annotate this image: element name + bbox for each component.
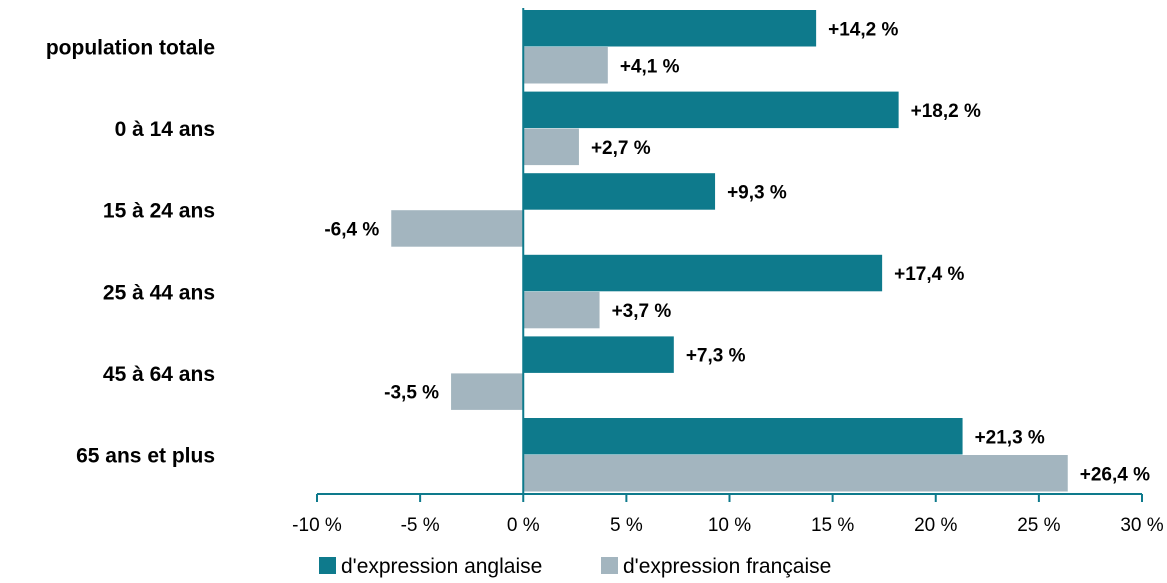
bar-francaise [451, 373, 524, 410]
x-tick-label: 15 % [811, 515, 854, 536]
data-label: +3,7 % [612, 301, 672, 322]
x-tick-label: 25 % [1017, 515, 1060, 536]
x-tick-label: -10 % [292, 515, 342, 536]
data-label: -6,4 % [324, 219, 379, 240]
legend-swatch [601, 557, 618, 574]
legend-label: d'expression anglaise [341, 555, 542, 578]
x-tick-label: 10 % [708, 515, 751, 536]
bar-francaise [391, 210, 524, 247]
category-label: 25 à 44 ans [103, 281, 215, 304]
data-label: +2,7 % [591, 138, 651, 159]
data-label: +17,4 % [894, 264, 964, 285]
data-label: +14,2 % [828, 19, 898, 40]
value-labels-layer: +14,2 % +4,1 % +18,2 % +2,7 % +9,3 % -6,4 % +1… [324, 19, 1150, 485]
data-label: +21,3 % [975, 427, 1045, 448]
category-label: 15 à 24 ans [103, 200, 215, 223]
bar-francaise [523, 47, 608, 84]
bar-francaise [523, 291, 600, 329]
x-axis: -10 % -5 % 0 % 5 % 10 % 15 % 20 % 25 % 30 % [292, 8, 1164, 536]
x-tick-label: 30 % [1120, 515, 1163, 536]
legend: d'expression anglaise d'expression frança… [319, 555, 831, 578]
x-tick-label: 20 % [914, 515, 957, 536]
category-label: population totale [46, 37, 215, 60]
bar-francaise [523, 128, 579, 166]
bar-anglaise [523, 10, 817, 47]
category-labels-layer: population totale 0 à 14 ans 15 à 24 ans 25… [46, 37, 215, 468]
bar-anglaise [523, 418, 963, 455]
bar-anglaise [523, 336, 674, 373]
data-label: +26,4 % [1080, 464, 1150, 485]
data-label: +18,2 % [911, 101, 981, 122]
legend-swatch [319, 557, 336, 574]
bar-anglaise [523, 254, 883, 292]
data-label: +4,1 % [620, 56, 680, 77]
data-label: +7,3 % [686, 346, 746, 367]
bar-anglaise [523, 173, 716, 210]
category-label: 0 à 14 ans [115, 118, 215, 141]
x-tick-label: 5 % [610, 515, 643, 536]
legend-label: d'expression française [623, 555, 831, 578]
category-label: 45 à 64 ans [103, 363, 215, 386]
category-label: 65 ans et plus [76, 445, 215, 468]
bar-anglaise [523, 91, 899, 129]
bar-francaise [523, 455, 1068, 492]
bars-layer [391, 10, 1068, 492]
x-tick-label: -5 % [401, 515, 440, 536]
data-label: -3,5 % [384, 383, 439, 404]
data-label: +9,3 % [727, 182, 787, 203]
x-tick-label: 0 % [507, 515, 540, 536]
